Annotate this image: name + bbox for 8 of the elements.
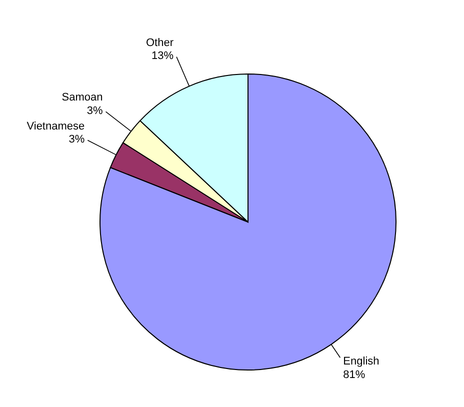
slice-label: Samoan bbox=[62, 92, 103, 104]
data-label: 13% bbox=[151, 50, 174, 62]
data-label: 81% bbox=[343, 369, 366, 382]
slice-label: Vietnamese bbox=[26, 120, 85, 132]
slice-label: English bbox=[343, 356, 380, 368]
data-label: 3% bbox=[86, 105, 103, 118]
slice-label: Other bbox=[146, 37, 174, 50]
data-label: 3% bbox=[68, 134, 85, 146]
